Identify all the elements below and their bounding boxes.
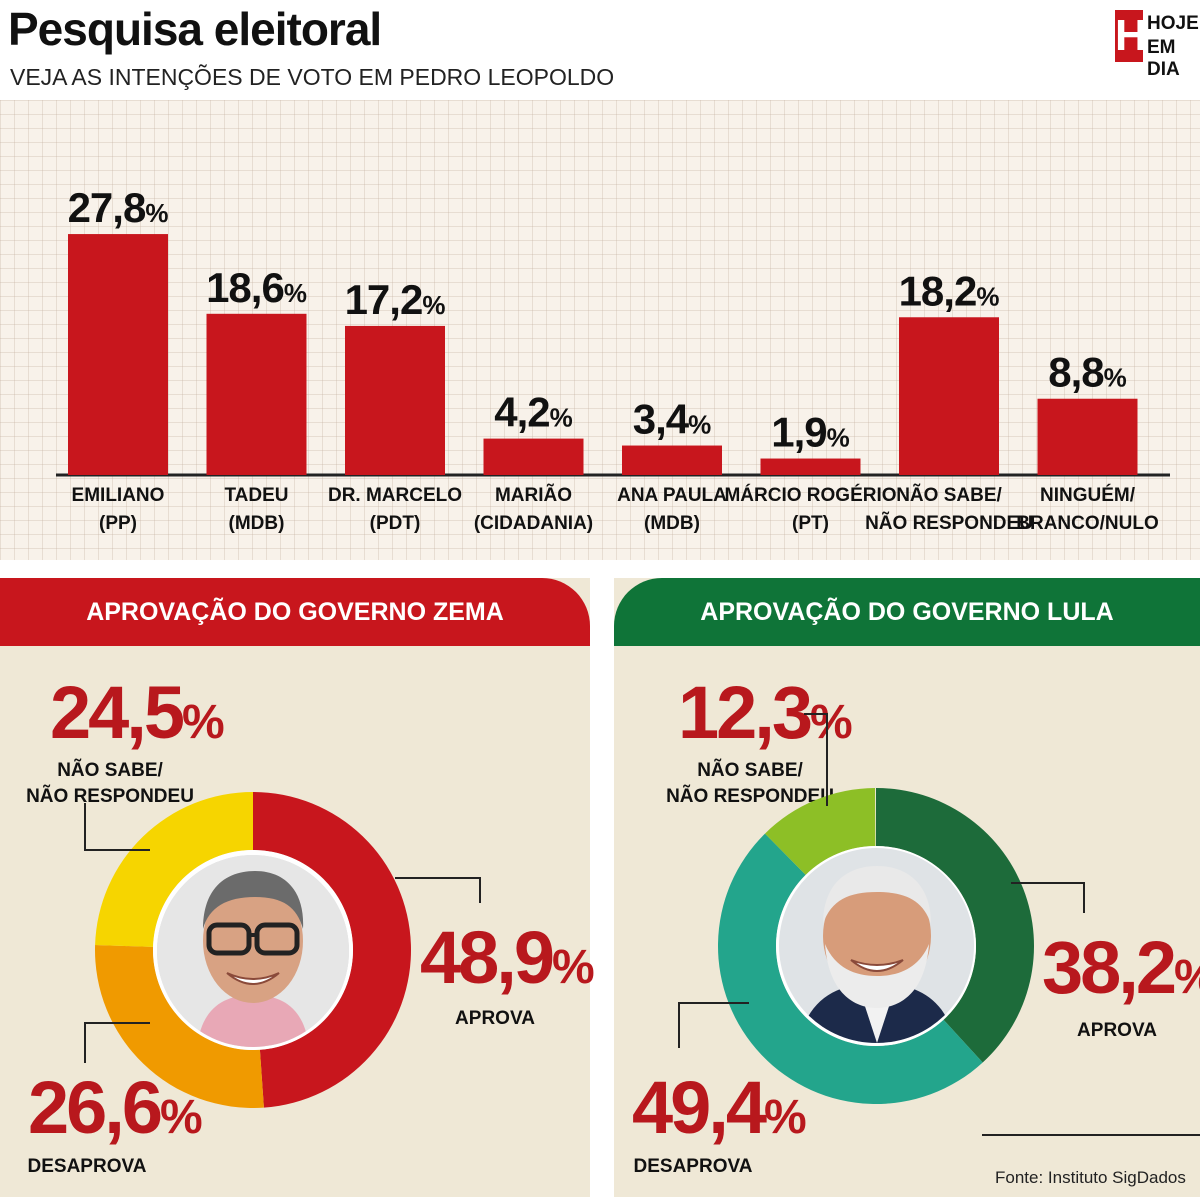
zema-slice-1 [95, 945, 264, 1108]
page-title: Pesquisa eleitoral [8, 3, 382, 55]
zema-ns-label-line1: NÃO SABE/ [57, 760, 163, 781]
zema-ns-leader-line [84, 803, 150, 851]
category-label-4-1: (MDB) [644, 513, 700, 534]
bar-1 [206, 313, 307, 475]
lula-desaprova-label: DESAPROVA [633, 1156, 753, 1177]
category-label-0-0: EMILIANO [72, 485, 165, 506]
lula-slice-0 [876, 788, 1034, 1063]
lula-aprova-leader-line [1011, 882, 1085, 913]
zema-desaprova-value: 26,6% [28, 1068, 203, 1158]
category-label-5-0: MÁRCIO ROGÉRIO [724, 484, 896, 506]
category-label-1-0: TADEU [224, 485, 288, 506]
bar-chart: 27,8% EMILIANO (PP) 18,6% TADEU (MDB) 17,2% DR.… [56, 184, 1170, 534]
lula-ns-value: 12,3% [678, 673, 853, 763]
lula-ns-label: NÃO SABE/ NÃO RESPONDEU [660, 758, 840, 810]
category-label-0-1: (PP) [99, 513, 137, 534]
zema-aprova-value: 48,9% [420, 918, 595, 1008]
bar-value-label-1: 18,6% [206, 264, 307, 311]
percent-sign: % [764, 1091, 807, 1144]
zema-aprova-label: APROVA [455, 1008, 535, 1029]
percent-sign: % [160, 1091, 203, 1144]
lula-aprova-value: 38,2% [1042, 928, 1200, 1018]
zema-aprova-leader-line [395, 877, 481, 903]
lula-panel-header: APROVAÇÃO DO GOVERNO LULA [614, 578, 1200, 646]
hoje-em-dia-logo: H HOJE EM DIA [1115, 10, 1199, 80]
category-label-7-0: NINGUÉM/ [1040, 484, 1136, 506]
zema-photo [157, 855, 349, 1047]
zema-desaprova-leader-line [84, 1022, 150, 1063]
lula-ns-leader-line [804, 713, 828, 806]
zema-aprova-number: 48,9 [420, 916, 555, 999]
logo-letter: H [1115, 10, 1147, 62]
lula-slice-1 [717, 833, 983, 1104]
lula-photo [779, 848, 974, 1043]
zema-ns-label-line2: NÃO RESPONDEU [26, 786, 194, 807]
category-label-3-0: MARIÃO [495, 484, 572, 506]
bar-chart-area: 27,8% EMILIANO (PP) 18,6% TADEU (MDB) 17,2% DR.… [0, 100, 1200, 560]
lula-desaprova-leader-line [678, 1002, 749, 1048]
lula-ns-label-line2: NÃO RESPONDEU [666, 786, 834, 807]
lula-desaprova-value: 49,4% [632, 1068, 807, 1158]
zema-desaprova-number: 26,6 [28, 1066, 163, 1149]
category-label-2-1: (PDT) [370, 513, 421, 534]
lula-aprova-label: APROVA [1077, 1020, 1157, 1041]
bar-4 [622, 445, 722, 475]
category-label-3-1: (CIDADANIA) [474, 513, 593, 534]
lula-slice-2 [764, 788, 876, 875]
lula-aprova-number: 38,2 [1042, 926, 1177, 1009]
bar-2 [345, 325, 445, 475]
logo-line-1: HOJE [1147, 13, 1199, 34]
bar-value-label-7: 8,8% [1048, 349, 1127, 396]
bar-value-label-6: 18,2% [899, 267, 1000, 314]
lula-desaprova-number: 49,4 [632, 1066, 767, 1149]
bar-5 [760, 458, 861, 475]
bar-value-label-2: 17,2% [345, 276, 446, 323]
category-label-2-0: DR. MARCELO [328, 485, 462, 506]
bar-value-label-3: 4,2% [494, 389, 573, 436]
zema-approval-panel: APROVAÇÃO DO GOVERNO ZEMA 24,5% NÃO SABE… [0, 578, 595, 1197]
bar-value-label-4: 3,4% [633, 396, 712, 443]
source-note: Fonte: Instituto SigDados [995, 1168, 1186, 1187]
percent-sign: % [1174, 951, 1200, 1004]
category-label-6-1: NÃO RESPONDEU [865, 512, 1033, 534]
bar-value-label-0: 27,8% [68, 184, 169, 231]
category-label-4-0: ANA PAULA [617, 485, 727, 506]
zema-ns-label: NÃO SABE/ NÃO RESPONDEU [20, 758, 200, 810]
category-label-6-0: NÃO SABE/ [896, 484, 1002, 506]
zema-desaprova-label: DESAPROVA [27, 1156, 147, 1177]
logo-line-2: EM DIA [1147, 37, 1180, 80]
category-label-5-1: (PT) [792, 513, 829, 534]
category-label-7-1: BRANCO/NULO [1016, 513, 1159, 534]
page-subtitle: VEJA AS INTENÇÕES DE VOTO EM PEDRO LEOPO… [10, 64, 615, 90]
zema-slice-2 [95, 792, 253, 947]
zema-ns-number: 24,5 [50, 671, 185, 754]
lula-ns-label-line1: NÃO SABE/ [697, 760, 803, 781]
lula-approval-panel: APROVAÇÃO DO GOVERNO LULA 12,3% NÃO SABE… [614, 578, 1200, 1197]
bar-3 [483, 438, 584, 475]
bar-6 [899, 317, 999, 475]
zema-slice-0 [253, 792, 412, 1108]
category-label-1-1: (MDB) [229, 513, 285, 534]
bar-0 [68, 234, 168, 475]
lula-ns-number: 12,3 [678, 671, 813, 754]
percent-sign: % [182, 696, 225, 749]
bar-7 [1037, 398, 1138, 475]
zema-ns-value: 24,5% [50, 673, 225, 763]
zema-panel-header: APROVAÇÃO DO GOVERNO ZEMA [0, 578, 590, 646]
percent-sign: % [552, 941, 595, 994]
percent-sign: % [810, 696, 853, 749]
bar-value-label-5: 1,9% [771, 409, 850, 456]
